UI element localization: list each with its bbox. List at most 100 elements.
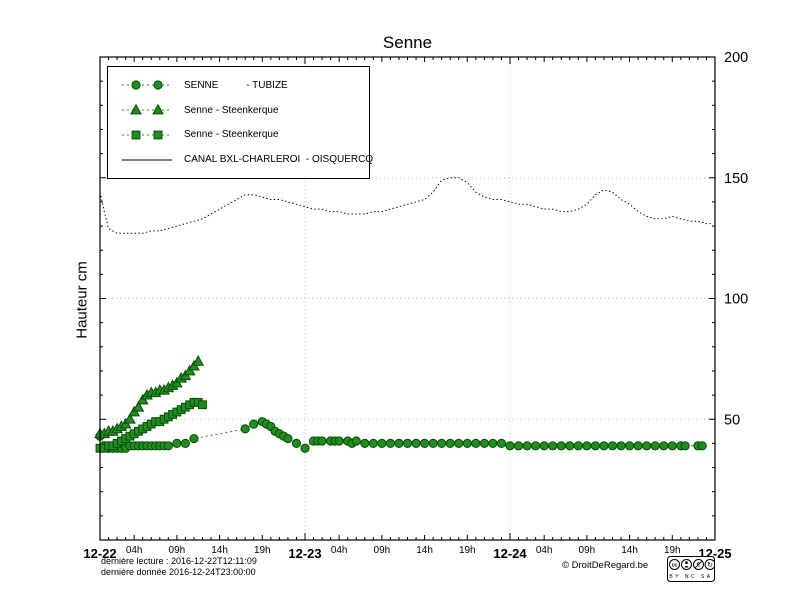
data-point-circle (402, 438, 413, 448)
sa-arrow-glyph: ↻ (707, 562, 713, 569)
data-point-circle (419, 438, 430, 448)
data-point-circle (454, 438, 464, 448)
data-point-circle (680, 441, 690, 451)
data-point-circle (411, 438, 421, 448)
data-point-circle (385, 438, 396, 448)
x-hour-label: 14h (621, 545, 638, 556)
data-point-circle (496, 438, 507, 448)
cc-logo-icon (669, 559, 680, 570)
nc-euro-slash (694, 560, 703, 569)
footer-last-data: dernière donnée 2016-12-24T23:00:00 (101, 567, 256, 577)
x-hour-label: 04h (126, 545, 143, 556)
x-hour-label: 09h (169, 545, 186, 556)
data-point-square (153, 130, 163, 140)
data-point-circle (249, 419, 259, 429)
data-point-circle (131, 80, 141, 90)
legend-sample-square (122, 130, 172, 140)
legend-label: Senne - Steenkerque (184, 129, 279, 141)
x-hour-label: 14h (211, 545, 228, 556)
data-point-circle (445, 438, 455, 448)
x-hour-label: 19h (664, 545, 681, 556)
data-point-circle (377, 438, 387, 448)
data-point-circle (479, 438, 489, 448)
y-tick-label: 200 (724, 50, 748, 66)
data-point-circle (531, 441, 541, 451)
copyright-text: © DroitDeRegard.be (562, 560, 649, 571)
legend-sample-circle (122, 80, 172, 90)
data-point-circle (471, 438, 481, 448)
data-point-triangle (152, 103, 164, 115)
data-point-triangle (130, 103, 142, 115)
data-point-circle (172, 438, 182, 448)
y-axis-label: Hauteur cm (73, 261, 91, 339)
data-point-circle (368, 438, 378, 448)
x-day-label: 12-24 (493, 546, 527, 561)
data-point-circle (573, 441, 583, 451)
data-point-circle (590, 441, 601, 451)
x-hour-label: 14h (416, 545, 433, 556)
plot-border (99, 56, 716, 541)
data-point-circle (565, 441, 575, 451)
nc-euro-icon (693, 559, 704, 570)
legend-item: Senne - Steenkerque (108, 102, 369, 118)
data-point-circle (351, 436, 361, 446)
data-point-circle (522, 441, 532, 451)
data-point-triangle (124, 413, 136, 424)
x-hour-label: 09h (374, 545, 391, 556)
x-hour-label: 04h (536, 545, 553, 556)
chart-title: Senne (382, 33, 433, 52)
data-point-circle (189, 433, 199, 444)
data-point-circle (548, 441, 558, 451)
x-day-label: 12-22 (83, 546, 116, 561)
data-point-square (198, 400, 207, 410)
data-point-circle (633, 441, 643, 451)
data-point-circle (650, 441, 660, 451)
legend-item: Senne - Steenkerque (108, 127, 369, 143)
cc-license-badge[interactable]: cc € ↻ BY NC SA (667, 556, 715, 582)
data-point-circle (360, 438, 370, 448)
by-person-icon (681, 559, 692, 570)
data-point-circle (642, 441, 652, 451)
data-point-circle (582, 441, 592, 451)
data-point-circle (667, 441, 677, 451)
data-point-circle (283, 433, 293, 444)
data-point-square (131, 130, 141, 140)
legend-sample-triangle (122, 103, 172, 115)
data-point-circle (624, 441, 635, 451)
footer-last-reading: dernière lecture : 2016-12-22T12:11:09 (101, 556, 257, 566)
data-point-circle (163, 441, 173, 451)
legend: SENNE - TUBIZE Senne - Steenkerque Senne -… (107, 66, 374, 179)
legend-label: Senne - Steenkerque (184, 104, 279, 116)
data-point-circle (659, 441, 669, 451)
data-point-circle (428, 438, 438, 448)
data-point-circle (556, 441, 566, 451)
data-point-circle (394, 438, 404, 448)
by-person-body (684, 565, 689, 568)
data-point-circle (539, 441, 549, 451)
data-point-circle (607, 441, 618, 451)
by-person-head (685, 561, 688, 564)
data-point-circle (317, 436, 327, 446)
x-day-label: 12-23 (288, 546, 321, 561)
y-tick-label: 50 (724, 412, 740, 428)
legend-sample-line (122, 159, 172, 161)
x-hour-label: 19h (254, 545, 271, 556)
data-point-circle (437, 438, 447, 448)
data-point-triangle (132, 400, 145, 412)
data-point-circle (462, 438, 472, 448)
y-tick-label: 150 (724, 171, 748, 187)
data-point-triangle (192, 355, 205, 366)
legend-label: CANAL BXL-CHARLEROI - OISQUERCQ (184, 154, 374, 166)
cc-badge-labels: BY NC SA (669, 574, 712, 580)
data-point-circle (697, 441, 707, 451)
cc-logo-text: cc (672, 562, 678, 568)
data-point-circle (334, 436, 344, 446)
x-hour-label: 09h (579, 545, 596, 556)
legend-label: SENNE - TUBIZE (184, 79, 288, 91)
nc-euro-glyph: € (697, 562, 701, 569)
data-point-circle (153, 80, 163, 90)
data-point-circle (300, 443, 310, 453)
series-line (99, 177, 711, 234)
